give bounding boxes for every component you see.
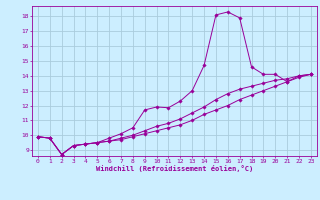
X-axis label: Windchill (Refroidissement éolien,°C): Windchill (Refroidissement éolien,°C) — [96, 165, 253, 172]
